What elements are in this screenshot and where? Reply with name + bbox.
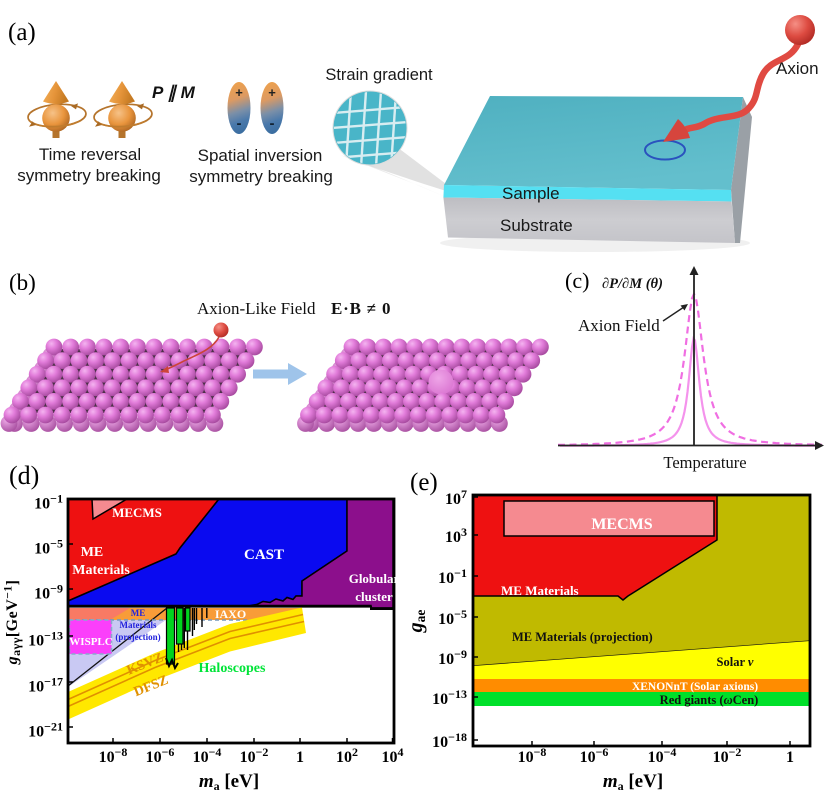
svg-text:CAST: CAST bbox=[244, 547, 284, 563]
svg-text:ME Materials: ME Materials bbox=[501, 583, 579, 598]
svg-text:(e): (e) bbox=[410, 469, 438, 496]
svg-text:IAXO: IAXO bbox=[215, 607, 246, 621]
svg-text:Haloscopes: Haloscopes bbox=[199, 661, 266, 676]
svg-text:+: + bbox=[268, 85, 276, 100]
svg-text:-: - bbox=[270, 115, 275, 132]
svg-text:Materials: Materials bbox=[72, 563, 130, 578]
svg-text:cluster: cluster bbox=[355, 589, 393, 604]
svg-text:Sample: Sample bbox=[502, 184, 560, 203]
svg-text:Solar ν: Solar ν bbox=[717, 655, 754, 669]
svg-text:Temperature: Temperature bbox=[663, 453, 746, 472]
svg-text:(b): (b) bbox=[9, 270, 36, 295]
svg-text:P ∥ M: P ∥ M bbox=[152, 83, 196, 102]
svg-text:Strain gradient: Strain gradient bbox=[325, 66, 433, 84]
svg-text:-: - bbox=[237, 115, 242, 132]
svg-text:Axion Field: Axion Field bbox=[578, 316, 660, 335]
svg-text:ME Materials (projection): ME Materials (projection) bbox=[512, 630, 653, 644]
svg-text:Spatial inversion: Spatial inversion bbox=[198, 146, 323, 165]
svg-text:Time reversal: Time reversal bbox=[39, 145, 141, 164]
svg-text:Axion: Axion bbox=[776, 59, 819, 78]
svg-text:(d): (d) bbox=[9, 461, 39, 490]
svg-text:MECMS: MECMS bbox=[591, 516, 652, 533]
svg-text:Globular: Globular bbox=[349, 571, 400, 586]
svg-text:XENONnT (Solar axions): XENONnT (Solar axions) bbox=[632, 681, 758, 693]
svg-text:MECMS: MECMS bbox=[112, 505, 162, 520]
svg-text:ma [eV]: ma [eV] bbox=[603, 771, 663, 793]
svg-text:(projection): (projection) bbox=[115, 632, 160, 642]
svg-text:ma [eV]: ma [eV] bbox=[199, 771, 259, 793]
svg-text:1: 1 bbox=[296, 749, 304, 766]
svg-text:(c): (c) bbox=[565, 268, 589, 293]
svg-text:gae: gae bbox=[405, 610, 428, 634]
svg-text:gaγγ[GeV−1]: gaγγ[GeV−1] bbox=[3, 580, 24, 666]
svg-text:WISPLC: WISPLC bbox=[69, 636, 112, 648]
svg-text:Substrate: Substrate bbox=[500, 216, 573, 235]
svg-text:Axion-Like Field: Axion-Like Field bbox=[197, 299, 316, 318]
svg-text:ME: ME bbox=[81, 545, 104, 560]
svg-text:Red giants (ωCen): Red giants (ωCen) bbox=[660, 693, 759, 707]
svg-text:(a): (a) bbox=[8, 19, 36, 46]
svg-text:+: + bbox=[235, 85, 243, 100]
svg-text:∂P/∂M (θ): ∂P/∂M (θ) bbox=[602, 276, 663, 292]
svg-text:10−13: 10−13 bbox=[432, 687, 467, 708]
svg-text:Materials: Materials bbox=[120, 620, 157, 630]
svg-text:symmetry breaking: symmetry breaking bbox=[189, 167, 333, 186]
svg-text:E·B ≠ 0: E·B ≠ 0 bbox=[331, 299, 391, 318]
svg-text:ME: ME bbox=[131, 608, 146, 618]
svg-text:symmetry breaking: symmetry breaking bbox=[17, 166, 161, 185]
svg-text:1: 1 bbox=[786, 749, 794, 766]
